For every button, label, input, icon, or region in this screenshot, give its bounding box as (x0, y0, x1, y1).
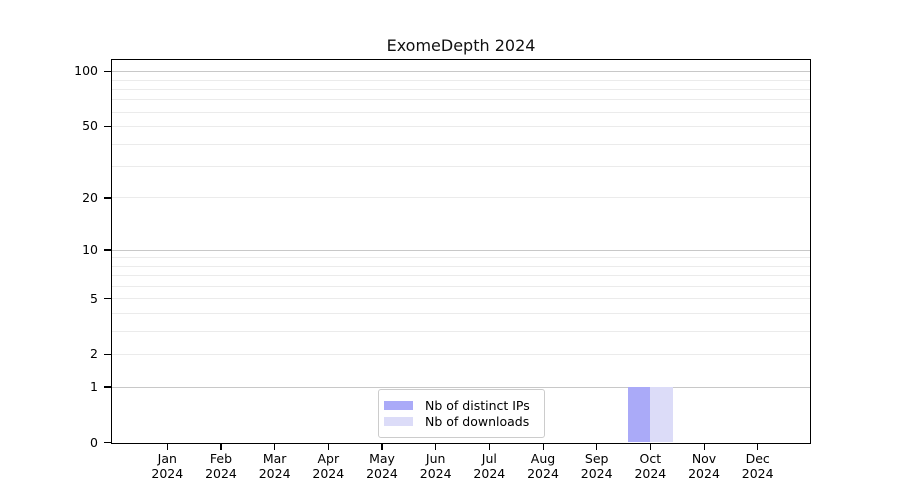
y-tick-label: 1 (90, 378, 98, 394)
gridline-major (112, 71, 810, 73)
x-tick (435, 444, 437, 450)
y-tick-label: 10 (82, 241, 98, 257)
x-tick-month: Nov (691, 451, 717, 466)
y-tick (104, 298, 111, 300)
x-tick-label: Mar 2024 (247, 451, 303, 481)
y-tick (104, 442, 111, 444)
x-tick-month: May (369, 451, 395, 466)
gridline-major (112, 249, 810, 251)
legend-swatch-distinct-ips-icon (384, 401, 413, 410)
x-tick-year: 2024 (151, 466, 184, 481)
gridline-minor (112, 197, 810, 199)
x-tick (703, 444, 705, 450)
gridline-minor (112, 298, 810, 300)
x-tick-year: 2024 (258, 466, 291, 481)
x-tick-month: Jun (425, 451, 446, 466)
legend-label-downloads: Nb of downloads (425, 414, 530, 429)
x-tick-year: 2024 (527, 466, 559, 481)
gridline-minor (112, 354, 810, 356)
y-tick-label: 5 (90, 290, 98, 306)
x-tick-month: Jul (481, 451, 497, 466)
legend-item-downloads: Nb of downloads (384, 414, 544, 429)
gridline-minor (112, 312, 810, 314)
x-tick-month: Mar (262, 451, 287, 466)
gridline-minor (112, 275, 810, 277)
gridline-minor (112, 257, 810, 259)
x-tick-year: 2024 (419, 466, 452, 481)
x-tick-label: Apr 2024 (300, 451, 356, 481)
x-tick (381, 444, 383, 450)
y-tick (104, 197, 111, 199)
x-tick-month: Feb (209, 451, 233, 466)
x-tick-label: May 2024 (354, 451, 410, 481)
y-tick-label: 0 (90, 434, 98, 450)
bar-downloads (650, 386, 673, 443)
x-tick-year: 2024 (312, 466, 345, 481)
bar-distinct-ips (627, 386, 651, 443)
y-tick (104, 249, 111, 251)
x-tick (327, 444, 330, 450)
y-tick (104, 353, 111, 356)
x-tick-label: Feb 2024 (193, 451, 249, 481)
x-tick (166, 444, 169, 450)
gridline-minor (112, 330, 810, 332)
x-tick-year: 2024 (580, 466, 613, 481)
gridline-minor (112, 285, 810, 287)
gridline-minor (112, 88, 810, 90)
x-tick (274, 444, 276, 450)
legend-item-distinct-ips: Nb of distinct IPs (384, 398, 544, 413)
x-tick-month: Oct (639, 451, 662, 466)
x-tick-label: Oct 2024 (622, 451, 678, 481)
gridline-major (112, 386, 810, 388)
x-tick-label: Jan 2024 (139, 451, 195, 481)
chart-title: ExomeDepth 2024 (386, 36, 536, 55)
plot-area (111, 59, 811, 444)
x-tick-month: Sep (584, 451, 609, 466)
legend-swatch-downloads-icon (384, 417, 413, 426)
x-tick (220, 444, 222, 450)
x-tick-year: 2024 (688, 466, 720, 481)
x-tick (649, 444, 652, 450)
y-tick (104, 70, 111, 73)
y-tick-label: 50 (82, 118, 98, 134)
gridline-minor (112, 265, 810, 267)
x-tick (542, 444, 544, 450)
x-tick-month: Aug (530, 451, 556, 466)
gridline-minor (112, 111, 810, 113)
y-tick-label: 2 (90, 346, 98, 362)
x-tick (757, 444, 759, 450)
x-tick-label: Dec 2024 (730, 451, 786, 481)
legend: Nb of distinct IPs Nb of downloads (378, 389, 545, 438)
legend-label-distinct-ips: Nb of distinct IPs (425, 398, 530, 413)
x-tick-month: Apr (317, 451, 340, 466)
x-tick-month: Jan (157, 451, 177, 466)
x-tick-label: Nov 2024 (676, 451, 732, 481)
x-tick-year: 2024 (473, 466, 506, 481)
gridline-minor (112, 143, 810, 145)
x-tick-label: Jul 2024 (461, 451, 517, 481)
x-tick-year: 2024 (634, 466, 667, 481)
y-tick (104, 386, 111, 388)
y-tick (104, 125, 111, 128)
gridline-minor (112, 99, 810, 101)
gridline-minor (112, 166, 810, 168)
x-tick (596, 444, 598, 450)
x-tick-year: 2024 (741, 466, 774, 481)
x-tick-label: Jun 2024 (408, 451, 464, 481)
x-tick-label: Sep 2024 (569, 451, 625, 481)
x-tick-label: Aug 2024 (515, 451, 571, 481)
gridline-minor (112, 79, 810, 81)
gridline-minor (112, 126, 810, 128)
x-tick (488, 444, 491, 450)
x-tick-year: 2024 (205, 466, 237, 481)
x-tick-year: 2024 (366, 466, 398, 481)
y-tick-label: 20 (82, 189, 98, 205)
x-tick-month: Dec (745, 451, 770, 466)
y-tick-label: 100 (74, 63, 98, 79)
